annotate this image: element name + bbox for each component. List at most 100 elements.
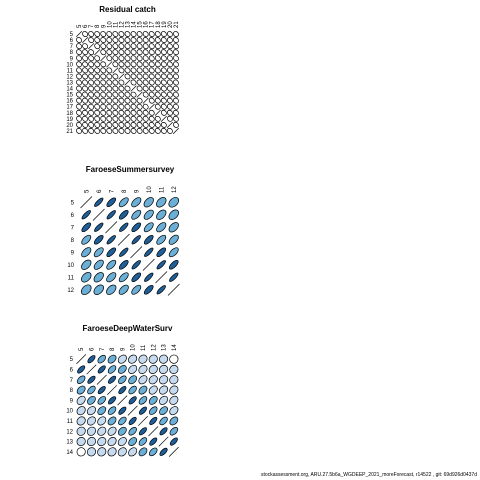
correlation-ellipse [148, 91, 155, 98]
correlation-ellipse [136, 115, 143, 122]
correlation-ellipse [138, 406, 147, 415]
correlation-ellipse [143, 209, 154, 220]
correlation-ellipse [82, 103, 89, 110]
column-tick-label: 11 [141, 344, 147, 351]
correlation-ellipse [169, 385, 179, 395]
correlation-ellipse [158, 364, 169, 375]
column-tick-label: 16 [144, 21, 150, 28]
diagonal-mark [117, 395, 128, 406]
diagonal-mark [137, 415, 148, 426]
correlation-ellipse [94, 115, 101, 122]
correlation-ellipse [97, 447, 107, 457]
correlation-ellipse [154, 103, 161, 110]
correlation-ellipse [118, 49, 125, 56]
row-tick-label: 8 [70, 50, 74, 56]
diagonal-mark [167, 283, 180, 296]
row-tick-label: 6 [70, 367, 74, 373]
correlation-ellipse [112, 31, 119, 37]
correlation-ellipse [76, 109, 82, 116]
correlation-ellipse [87, 395, 96, 405]
correlation-ellipse [169, 375, 179, 385]
correlation-ellipse [156, 285, 166, 295]
footer-text: stockassessment.org, ARU.27.5b6a_WGDEEP_… [261, 472, 477, 478]
row-tick-label: 17 [66, 105, 73, 111]
row-tick-label: 16 [66, 99, 73, 105]
correlation-ellipse [130, 73, 137, 80]
correlation-ellipse [82, 67, 89, 74]
correlation-ellipse [148, 55, 155, 62]
correlation-ellipse [169, 406, 179, 416]
correlation-ellipse [149, 406, 158, 415]
row-tick-label: 5 [71, 200, 75, 206]
correlation-ellipse [94, 85, 101, 92]
correlation-ellipse [166, 79, 173, 86]
diagonal-mark [105, 221, 118, 234]
row-tick-label: 8 [70, 388, 74, 394]
correlation-ellipse [130, 31, 137, 37]
correlation-ellipse [142, 79, 149, 86]
correlation-ellipse [173, 121, 179, 128]
correlation-ellipse [93, 234, 104, 245]
correlation-ellipse [154, 121, 161, 128]
correlation-ellipse [118, 259, 129, 270]
correlation-ellipse [94, 128, 101, 134]
correlation-ellipse [173, 31, 179, 37]
correlation-ellipse [118, 272, 129, 283]
correlation-ellipse [112, 37, 119, 44]
correlation-ellipse [138, 364, 148, 374]
column-tick-label: 8 [110, 347, 116, 351]
correlation-ellipse [81, 259, 92, 270]
correlation-ellipse [131, 222, 142, 233]
correlation-ellipse [107, 416, 117, 426]
correlation-ellipse [118, 284, 129, 295]
correlation-ellipse [142, 103, 149, 110]
correlation-ellipse [144, 272, 154, 282]
correlation-ellipse [106, 259, 117, 270]
correlation-ellipse [166, 85, 173, 92]
row-tick-label: 5 [70, 357, 74, 363]
column-tick-label: 14 [132, 21, 138, 28]
correlation-ellipse [94, 97, 101, 104]
correlation-ellipse [100, 43, 107, 50]
correlation-ellipse [106, 43, 113, 50]
correlation-ellipse [94, 103, 101, 110]
correlation-ellipse [159, 447, 168, 456]
correlation-ellipse [94, 37, 101, 44]
diagonal-mark [82, 37, 89, 44]
correlation-ellipse [118, 109, 125, 116]
correlation-ellipse [86, 436, 97, 447]
correlation-ellipse [88, 37, 95, 44]
correlation-ellipse [142, 73, 149, 80]
correlation-ellipse [97, 396, 106, 405]
correlation-ellipse [131, 235, 141, 245]
diagonal-mark [117, 233, 130, 246]
correlation-ellipse [106, 284, 117, 295]
correlation-ellipse [112, 55, 119, 62]
correlation-ellipse [118, 386, 127, 395]
correlation-ellipse [166, 55, 173, 62]
correlation-ellipse [86, 426, 96, 436]
correlation-ellipse [154, 85, 161, 92]
correlation-ellipse [173, 55, 179, 62]
row-tick-label: 10 [67, 263, 74, 269]
row-tick-label: 12 [66, 74, 73, 80]
correlation-ellipse [148, 85, 155, 92]
column-tick-label: 21 [174, 21, 180, 28]
correlation-ellipse [124, 121, 131, 128]
correlation-ellipse [166, 73, 173, 80]
correlation-ellipse [106, 210, 116, 220]
correlation-ellipse [76, 385, 86, 395]
correlation-ellipse [88, 49, 95, 56]
correlation-ellipse [88, 55, 95, 62]
diagonal-mark [80, 196, 93, 209]
correlation-ellipse [76, 61, 82, 68]
row-tick-label: 8 [71, 238, 75, 244]
correlation-ellipse [160, 91, 167, 98]
correlation-ellipse [107, 437, 117, 447]
diagonal-mark [168, 446, 179, 457]
correlation-ellipse [160, 31, 167, 37]
correlation-ellipse [112, 128, 119, 134]
correlation-ellipse [76, 416, 86, 426]
correlation-ellipse [168, 234, 179, 245]
diagonal-mark [136, 91, 143, 98]
